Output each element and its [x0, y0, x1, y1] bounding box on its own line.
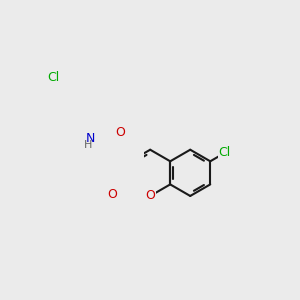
Text: H: H — [84, 140, 92, 150]
Text: Cl: Cl — [47, 71, 60, 84]
Text: O: O — [145, 190, 155, 202]
Text: N: N — [85, 132, 95, 145]
Text: O: O — [116, 126, 125, 139]
Text: O: O — [108, 188, 118, 201]
Text: Cl: Cl — [218, 146, 231, 160]
